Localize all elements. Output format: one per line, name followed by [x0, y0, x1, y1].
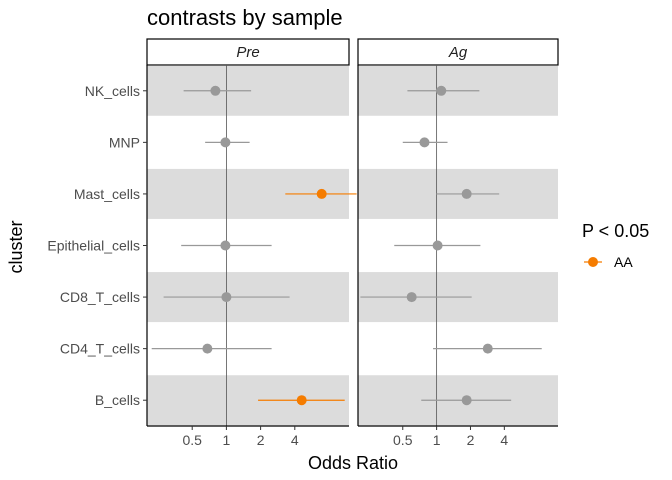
facet-strip — [357, 38, 559, 66]
point-marker — [419, 137, 430, 148]
point-marker — [406, 292, 417, 303]
point-marker — [221, 292, 232, 303]
y-tick-label: MNP — [109, 134, 140, 150]
facet-panel-ag: Ag 0.5 1 2 4 — [357, 38, 559, 448]
point-marker — [220, 240, 231, 251]
facet-strip — [146, 38, 350, 66]
y-tick-labels: NK_cells MNP Mast_cells Epithelial_cells CD8… — [47, 83, 147, 408]
legend-item: AA — [584, 254, 633, 270]
y-tick-label: CD4_T_cells — [60, 341, 140, 357]
legend-key-marker — [588, 257, 598, 267]
point-nk-cells — [407, 85, 480, 96]
point-marker — [210, 85, 221, 96]
x-tick-label: 2 — [257, 432, 265, 448]
chart-title: contrasts by sample — [147, 5, 343, 30]
facet-panel-pre: Pre 0.5 1 2 4 — [146, 38, 357, 448]
x-tick-label: 1 — [433, 432, 441, 448]
y-tick-label: Mast_cells — [74, 186, 140, 202]
x-tick-label: 4 — [500, 432, 508, 448]
legend-item-label: AA — [614, 254, 633, 270]
facet-strip-label: Ag — [448, 44, 468, 61]
legend-items: AA — [584, 254, 633, 270]
y-tick-label: NK_cells — [85, 83, 140, 99]
point-marker — [432, 240, 443, 251]
point-epithelial-cells — [181, 240, 272, 251]
point-marker — [296, 395, 307, 406]
point-marker — [436, 85, 447, 96]
y-tick-label: B_cells — [95, 392, 140, 408]
x-tick-label: 1 — [223, 432, 231, 448]
x-axis-label: Odds Ratio — [308, 453, 398, 473]
point-nk-cells — [183, 85, 252, 96]
point-cd8-t-cells — [163, 292, 290, 303]
point-marker — [461, 395, 472, 406]
point-marker — [461, 188, 472, 199]
x-tick-label: 0.5 — [182, 432, 202, 448]
point-mnp — [402, 137, 448, 148]
y-tick-label: Epithelial_cells — [47, 238, 140, 254]
point-mast-cells — [285, 188, 357, 199]
y-axis-label: cluster — [6, 220, 26, 273]
x-tick-label: 0.5 — [393, 432, 413, 448]
point-marker — [220, 137, 231, 148]
x-tick-label: 4 — [291, 432, 299, 448]
point-epithelial-cells — [394, 240, 481, 251]
point-mnp — [205, 137, 250, 148]
facet-strip-label: Pre — [236, 44, 259, 61]
point-marker — [482, 343, 493, 354]
legend-title: P < 0.05 — [582, 221, 649, 241]
point-marker — [316, 188, 327, 199]
x-tick-label: 2 — [467, 432, 475, 448]
facet-panels: Pre 0.5 1 2 4 Ag 0.5 1 2 4 — [146, 38, 559, 448]
legend: P < 0.05 AA — [582, 221, 649, 270]
point-marker — [202, 343, 213, 354]
point-b-cells — [258, 395, 345, 406]
point-b-cells — [421, 395, 512, 406]
point-cd4-t-cells — [151, 343, 272, 354]
point-cd4-t-cells — [433, 343, 542, 354]
point-cd8-t-cells — [360, 292, 472, 303]
y-tick-label: CD8_T_cells — [60, 289, 140, 305]
point-mast-cells — [436, 188, 500, 199]
